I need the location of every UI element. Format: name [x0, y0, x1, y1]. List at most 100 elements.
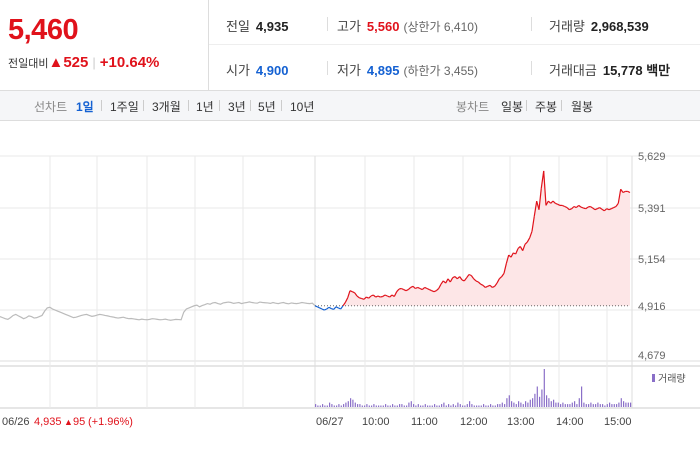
volume-bar — [375, 405, 377, 407]
candle-daily[interactable]: 일봉 — [501, 100, 524, 114]
volume-bar — [394, 405, 396, 407]
period-10y[interactable]: 10년 — [290, 100, 315, 114]
change-label: 전일대비 — [8, 58, 49, 70]
price-line-segment — [405, 289, 409, 292]
volume-bar — [392, 404, 394, 407]
volume-bar — [494, 405, 496, 407]
price-line-segment — [347, 290, 351, 298]
period-1y[interactable]: 1년 — [196, 100, 214, 114]
volume-bar — [413, 404, 415, 407]
price-line-segment — [489, 284, 493, 288]
volume-bar — [539, 396, 541, 407]
volume-bar — [567, 404, 569, 407]
price-line-segment — [410, 285, 414, 288]
volume-bar — [508, 395, 510, 407]
period-1d[interactable]: 1일 — [76, 100, 94, 114]
price-line-segment — [550, 200, 554, 204]
price-line-segment — [485, 285, 488, 288]
volume-bar — [431, 405, 433, 407]
price-line-segment — [589, 205, 594, 209]
volume-bar — [536, 386, 538, 407]
volume-bar — [604, 405, 606, 407]
volume-bar — [473, 405, 475, 407]
period-3y[interactable]: 3년 — [228, 100, 246, 114]
price-line-segment — [368, 295, 372, 299]
price-line-segment — [597, 207, 600, 210]
volume-bar — [504, 404, 506, 407]
candle-weekly[interactable]: 주봉 — [535, 100, 558, 114]
price-line-segment — [331, 308, 334, 310]
y-tick-label: 4,679 — [638, 350, 666, 362]
volume-bar — [368, 405, 370, 407]
volume-bar — [438, 405, 440, 407]
volume-legend: 거래량 — [652, 373, 686, 385]
volume-bar — [324, 405, 326, 407]
x-tick-label: 15:00 — [604, 416, 632, 428]
price-line-segment — [454, 276, 458, 280]
price-line-segment — [426, 287, 430, 291]
price-line-segment — [412, 285, 416, 289]
price-line-segment — [424, 286, 428, 290]
x-axis: 06/26 4,935 ▲ 95 (+1.96%) 06/27 10:00 11… — [2, 416, 632, 428]
volume-bar — [597, 402, 599, 407]
price-line-segment — [389, 294, 393, 298]
volume-bar — [429, 405, 431, 407]
volume-bar — [340, 405, 342, 407]
prev-up-arrow-icon: ▲ — [64, 417, 73, 427]
prev-day-change: 95 — [73, 416, 85, 428]
volume-bar — [336, 405, 338, 407]
volume-bar — [627, 402, 629, 407]
volume-bar — [338, 404, 340, 407]
price-line-segment — [620, 188, 624, 193]
divider — [209, 44, 700, 45]
price-line-segment — [601, 208, 605, 212]
volume-bar — [515, 404, 517, 407]
x-tick-label: 14:00 — [556, 416, 584, 428]
x-tick-label: 11:00 — [411, 416, 438, 428]
volume-bar — [445, 405, 447, 407]
volume-bar — [487, 405, 489, 407]
period-5y[interactable]: 5년 — [258, 100, 276, 114]
volume-bar — [452, 404, 454, 407]
candle-monthly[interactable]: 월봉 — [571, 100, 594, 114]
price-line-segment — [417, 286, 421, 290]
volume-bar — [401, 404, 403, 407]
volume-bar — [466, 404, 468, 407]
stat-value: 4,895 — [366, 63, 400, 78]
price-line-segment — [452, 276, 456, 279]
price-line-segment — [401, 287, 404, 291]
stat-label: 거래대금 — [549, 63, 597, 78]
price-line-segment — [384, 294, 388, 297]
price-line-segment — [538, 188, 542, 210]
price-change: 전일대비▲525 | +10.64% — [8, 54, 159, 71]
volume-bar — [578, 398, 580, 407]
volume-bar — [345, 402, 347, 407]
price-line-segment — [557, 203, 561, 206]
volume-bar — [613, 404, 615, 407]
volume-bar — [427, 405, 429, 407]
volume-bar — [434, 404, 436, 407]
price-line-segment — [382, 294, 386, 298]
current-price: 5,460 — [8, 14, 79, 46]
volume-bar — [497, 404, 499, 407]
price-line-segment — [501, 273, 505, 277]
volume-bar — [359, 404, 361, 407]
volume-bar — [478, 405, 480, 407]
volume-bar — [399, 404, 401, 407]
price-line-segment — [487, 284, 491, 287]
price-line-segment — [498, 276, 503, 280]
price-line-segment — [375, 295, 379, 298]
price-line-segment — [415, 286, 418, 290]
period-3m[interactable]: 3개월 — [152, 100, 181, 114]
series-layer — [0, 170, 631, 321]
price-line-segment — [611, 207, 614, 210]
stat-value: 4,935 — [255, 19, 289, 34]
volume-bar — [354, 402, 356, 407]
price-line-segment — [438, 283, 442, 289]
y-tick-label: 5,154 — [638, 254, 666, 266]
period-1w[interactable]: 1주일 — [110, 100, 139, 114]
volume-bar — [599, 404, 601, 407]
volume-bar — [620, 398, 622, 407]
volume-bar — [501, 402, 503, 407]
line-chart-title: 선차트 — [34, 100, 68, 114]
